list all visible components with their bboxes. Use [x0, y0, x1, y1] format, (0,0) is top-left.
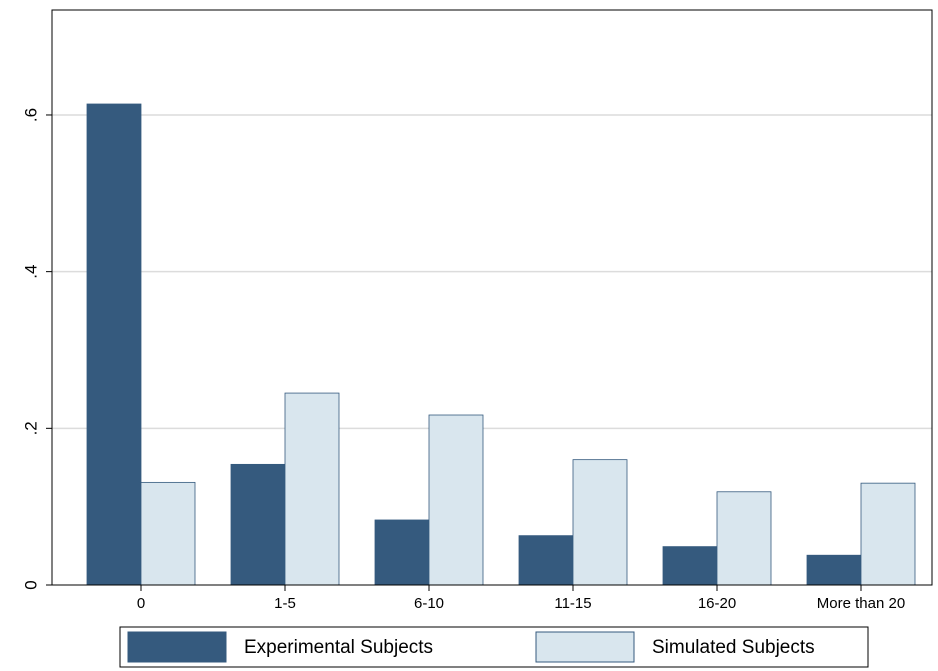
bar — [284, 392, 340, 586]
legend-swatch — [535, 631, 635, 663]
y-tick-label: .4 — [21, 265, 40, 279]
bar — [374, 519, 430, 586]
bar — [140, 481, 196, 586]
bar — [806, 554, 862, 586]
x-tick-label: More than 20 — [817, 595, 905, 612]
bar — [518, 535, 574, 586]
y-tick-label: .6 — [21, 108, 40, 122]
x-tick-label: 16-20 — [698, 595, 736, 612]
legend-swatch — [127, 631, 227, 663]
x-tick-label: 11-15 — [554, 595, 591, 612]
bar — [662, 546, 718, 586]
bar — [860, 482, 916, 586]
x-tick-label: 0 — [137, 595, 145, 612]
x-tick-label: 6-10 — [414, 595, 444, 612]
y-tick-label: 0 — [21, 580, 40, 589]
legend-box — [119, 626, 869, 668]
plot-frame — [51, 9, 933, 586]
legend-label: Simulated Subjects — [652, 637, 815, 658]
bar — [716, 491, 772, 586]
legend-label: Experimental Subjects — [244, 637, 433, 658]
bar — [86, 103, 142, 586]
bar — [428, 414, 484, 586]
x-tick-label: 1-5 — [274, 595, 296, 612]
bar — [230, 463, 286, 586]
y-tick-label: .2 — [21, 421, 40, 435]
bar — [572, 459, 628, 586]
